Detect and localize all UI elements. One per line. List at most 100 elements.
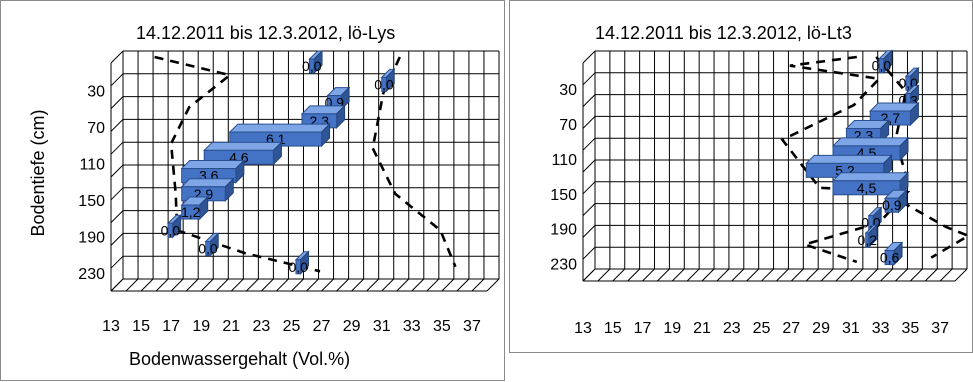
y-tick-label: 70 (87, 120, 105, 137)
x-tick-label: 15 (132, 318, 150, 335)
gridline-floor (261, 278, 274, 292)
x-tick-label: 31 (842, 320, 860, 337)
gridline-floor (140, 278, 154, 292)
gridline-floor (612, 268, 626, 282)
bar-front-face (205, 241, 211, 257)
y-tick-label: 190 (550, 222, 577, 239)
gridline-side (110, 50, 124, 64)
gridline-side (582, 181, 596, 195)
bar: 0,2 (858, 223, 878, 249)
gridline-side (582, 246, 596, 260)
gridline-floor (200, 278, 214, 292)
bar-front-face (295, 259, 301, 275)
data-label: 0,0 (374, 76, 394, 92)
bar: 0,0 (198, 232, 220, 257)
bar-front-face (832, 180, 901, 196)
series-line-0 (780, 55, 911, 264)
x-tick-label: 19 (663, 320, 681, 337)
y-tick-label: 190 (78, 229, 105, 246)
gridline-floor (954, 268, 968, 282)
gridline-side (582, 94, 596, 107)
gridline-side (582, 50, 596, 64)
gridline-floor (426, 278, 440, 292)
gridline-floor (351, 278, 364, 292)
gridline-side (582, 225, 596, 238)
bar: 0,6 (880, 241, 904, 266)
x-tick-label: 27 (782, 320, 800, 337)
gridline-floor (291, 278, 304, 292)
bar-front-face (181, 204, 201, 220)
gridline-floor (776, 268, 789, 282)
x-tick-label: 27 (313, 318, 331, 335)
gridline-side (582, 203, 596, 216)
plot-area: 0,00,00,32,72,34,55,24,50,90,00,20,6 (582, 49, 972, 282)
y-tick-label: 230 (78, 266, 105, 283)
gridline-floor (306, 278, 319, 292)
y-tick-label: 30 (559, 82, 577, 99)
gridline-floor (761, 268, 774, 282)
bar: 0,9 (882, 189, 908, 214)
bar-front-face (381, 76, 387, 92)
x-tick-label: 25 (753, 320, 771, 337)
data-label: 0,0 (288, 259, 308, 275)
chart-title: 14.12.2011 bis 12.3.2012, lö-Lt3 (595, 23, 852, 43)
x-tick-label: 25 (283, 318, 301, 335)
data-label: 0,9 (882, 197, 902, 213)
gridline-side (110, 164, 124, 178)
x-tick-label: 13 (574, 320, 592, 337)
gridline-floor (246, 278, 259, 292)
x-tick-label: 17 (634, 320, 652, 337)
gridline-floor (910, 268, 923, 282)
gridline-floor (170, 278, 184, 292)
y-tick-label: 70 (559, 117, 577, 134)
bar: 1,2 (180, 195, 209, 221)
bar-front-face (878, 58, 885, 74)
gridline-side (110, 141, 124, 155)
gridline-floor (746, 268, 760, 282)
x-tick-label: 35 (901, 320, 919, 337)
data-label: 0,0 (302, 58, 322, 74)
x-tick-label: 33 (872, 320, 890, 337)
gridline-side (110, 96, 124, 109)
x-tick-label: 29 (343, 318, 361, 335)
y-tick-label: 150 (78, 193, 105, 210)
y-tick-label: 110 (79, 156, 105, 173)
gridline-floor (805, 268, 819, 282)
plot-area: 0,00,00,92,36,14,63,62,91,20,00,00,0 (110, 49, 500, 292)
gridline-floor (336, 278, 349, 292)
gridline-floor (835, 268, 849, 282)
chart-title: 14.12.2011 bis 12.3.2012, lö-Lys (136, 23, 395, 43)
bar: 0,0 (161, 214, 182, 239)
data-label: 0,0 (161, 222, 181, 238)
x-tick-label: 19 (192, 318, 210, 335)
gridline-floor (230, 278, 244, 292)
gridline-floor (582, 268, 596, 282)
gridline-floor (686, 268, 700, 282)
data-label: 4,5 (857, 180, 877, 196)
gridline-floor (790, 268, 804, 282)
gridline-floor (865, 268, 879, 282)
series-line-0 (154, 55, 321, 273)
x-tick-label: 21 (693, 320, 711, 337)
gridline-floor (627, 268, 640, 282)
x-tick-label: 37 (931, 320, 949, 337)
data-label: 0,0 (872, 58, 892, 74)
x-axis-label: Bodenwassergehalt (Vol.%) (129, 349, 350, 369)
y-tick-label: 230 (550, 257, 577, 274)
x-tick-label: 35 (433, 318, 451, 335)
gridline-floor (110, 278, 124, 292)
gridline-side (582, 72, 596, 86)
gridline-floor (125, 278, 139, 292)
gridline-side (582, 159, 596, 173)
gridline-floor (276, 278, 289, 292)
chart-lt3: 14.12.2011 bis 12.3.2012, lö-Lt3 0,00,00… (550, 23, 972, 337)
x-tick-label: 29 (812, 320, 830, 337)
y-tick-label: 110 (551, 152, 577, 169)
gridline-floor (471, 278, 485, 292)
bar-front-face (884, 197, 900, 213)
bar-front-face (167, 222, 174, 238)
gridline-floor (486, 278, 500, 292)
gridline-floor (924, 268, 938, 282)
gridline-floor (820, 268, 834, 282)
gridline-floor (381, 278, 395, 292)
